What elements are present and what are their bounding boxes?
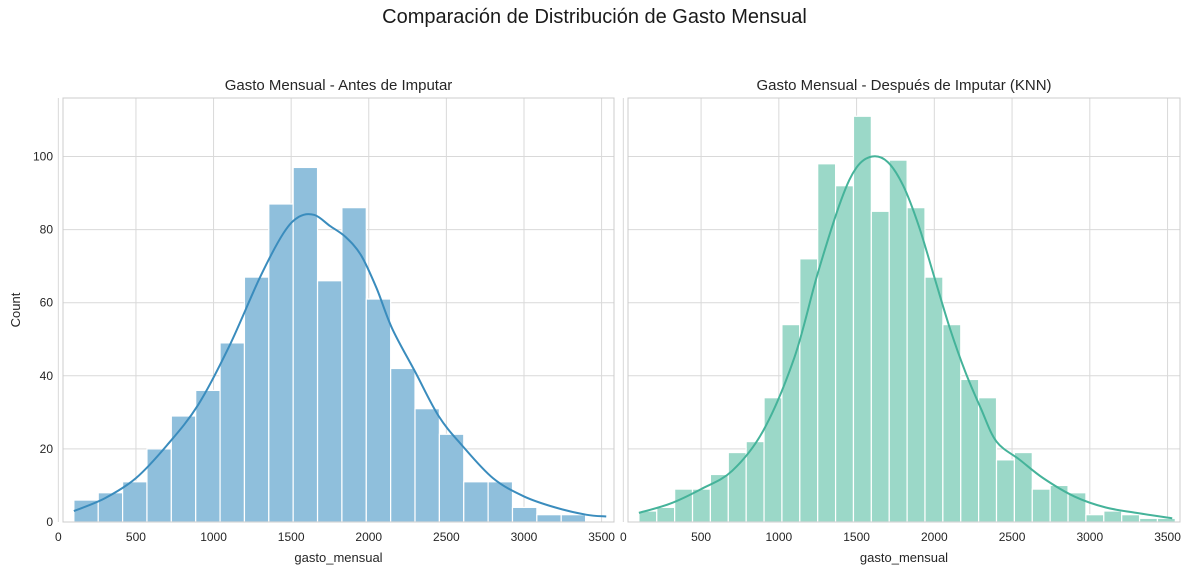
x-axis-label: gasto_mensual: [860, 550, 948, 565]
x-tick-label: 500: [691, 530, 711, 544]
histogram-bar: [1138, 517, 1159, 523]
x-tick-label: 2500: [999, 530, 1026, 544]
kde-line: [73, 213, 607, 518]
histogram-bar: [781, 324, 801, 523]
x-tick-label: 1000: [200, 530, 227, 544]
histogram-bar: [316, 280, 343, 523]
x-axis-label: gasto_mensual: [294, 550, 382, 565]
histogram-bar: [390, 367, 416, 523]
histogram-bar: [709, 473, 729, 523]
histogram-bar: [1103, 510, 1123, 523]
histogram-bar: [122, 481, 148, 523]
y-tick-label: 60: [40, 296, 54, 310]
x-tick-label: 3000: [511, 530, 538, 544]
right-histogram-panel: 0 500 1000 1500 2000 2500 3000 3500 Gasto Mensua…: [620, 77, 1181, 565]
histogram-bar: [906, 207, 926, 523]
histogram-bar: [1121, 514, 1141, 523]
histogram-bar: [817, 163, 837, 523]
histogram-bar: [924, 276, 944, 523]
histogram-bar: [341, 207, 367, 523]
histogram-bar: [560, 514, 587, 523]
x-tick-label: 2500: [433, 530, 460, 544]
histogram-bar: [511, 506, 538, 523]
y-tick-label: 40: [40, 369, 54, 383]
histogram-bar: [727, 451, 747, 523]
x-tick-label: 3000: [1076, 530, 1103, 544]
x-tick-label: 2000: [921, 530, 948, 544]
histogram-bar: [978, 397, 998, 523]
x-tick-label: 0: [55, 530, 62, 544]
histogram-bar: [170, 415, 197, 523]
histogram-bar: [852, 115, 872, 523]
y-tick-label: 80: [40, 223, 54, 237]
x-tick-label: 2000: [355, 530, 382, 544]
histogram-bar: [1156, 517, 1176, 523]
histogram-bar: [995, 459, 1016, 523]
histogram-bar: [834, 185, 855, 523]
histogram-bar: [536, 514, 562, 523]
y-tick-label: 0: [46, 515, 53, 529]
histogram-bar: [870, 210, 890, 523]
x-tick-label: 1500: [278, 530, 305, 544]
histogram-bar: [691, 488, 712, 523]
y-tick-label: 100: [33, 149, 53, 163]
x-tick-label: 500: [126, 530, 146, 544]
figure-title: Comparación de Distribución de Gasto Men…: [382, 6, 807, 28]
histogram-bar: [414, 408, 440, 523]
left-histogram-panel: 0 500 1000 1500 2000 2500 3000 3500 0 20 40 60 80 100…: [8, 77, 615, 565]
histogram-bar: [438, 433, 465, 523]
subplot-title: Gasto Mensual - Después de Imputar (KNN): [756, 77, 1051, 94]
histogram-bar: [463, 481, 489, 523]
plot-frame: [627, 97, 1181, 523]
kde-line: [638, 155, 1173, 520]
subplot-title: Gasto Mensual - Antes de Imputar: [225, 77, 453, 94]
x-tick-label: 0: [620, 530, 627, 544]
plot-frame: [62, 97, 615, 523]
histogram-bar: [365, 298, 392, 523]
y-tick-label: 20: [40, 442, 54, 456]
histogram-bar: [292, 166, 319, 523]
histogram-bar: [1031, 488, 1051, 523]
x-tick-label: 1000: [765, 530, 792, 544]
histogram-bar: [243, 276, 270, 523]
histogram-bar: [1085, 514, 1105, 523]
histogram-bar: [656, 506, 676, 523]
histogram-bar: [799, 258, 819, 523]
y-axis-label: Count: [8, 292, 23, 327]
histogram-bar: [97, 492, 124, 523]
histogram-bar: [960, 378, 980, 523]
histogram-bar: [146, 448, 172, 523]
x-tick-label: 3500: [1154, 530, 1181, 544]
x-tick-label: 1500: [843, 530, 870, 544]
histogram-bar: [195, 389, 221, 523]
histogram-bar: [763, 397, 783, 523]
histogram-bar: [219, 342, 246, 523]
x-tick-label: 3500: [588, 530, 615, 544]
histogram-bar: [888, 159, 908, 523]
